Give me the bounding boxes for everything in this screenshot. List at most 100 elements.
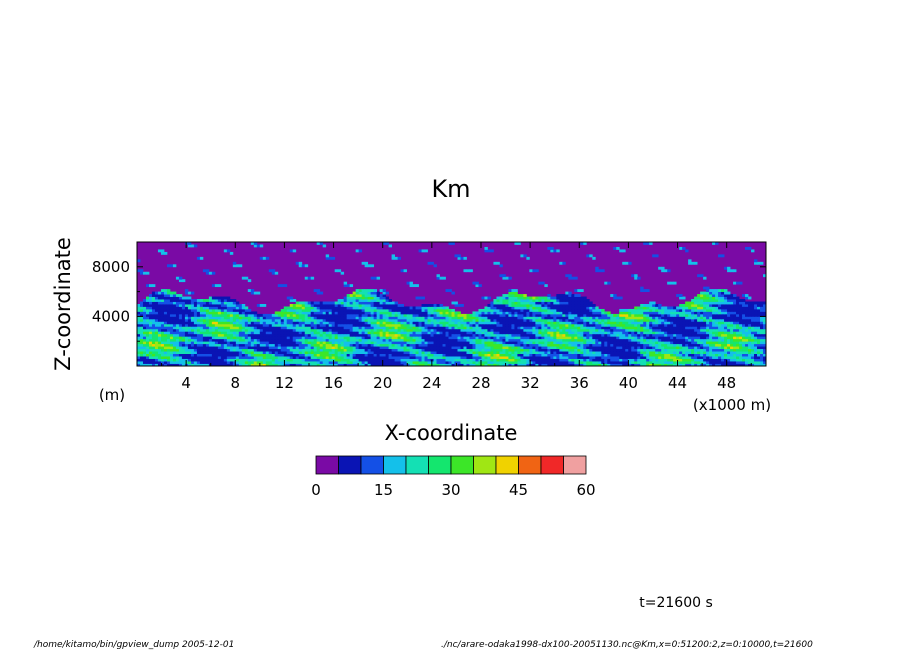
field-cell: [250, 351, 255, 354]
field-cell: [169, 358, 174, 362]
field-cell: [637, 336, 641, 340]
field-cell: [436, 341, 440, 345]
field-cell: [502, 316, 506, 320]
field-cell: [448, 356, 452, 359]
field-cell: [655, 343, 659, 347]
field-cell: [556, 341, 560, 345]
field-cell: [637, 326, 641, 330]
field-cell: [433, 341, 437, 345]
field-cell: [496, 343, 500, 347]
field-cell: [514, 311, 518, 315]
field-cell: [577, 321, 581, 325]
field-cell: [397, 328, 401, 332]
field-cell: [727, 363, 731, 367]
field-cell: [640, 351, 644, 354]
field-cell: [751, 353, 755, 357]
field-cell: [511, 346, 515, 350]
field-cell: [187, 353, 192, 357]
field-cell: [394, 361, 398, 364]
field-cell: [223, 343, 228, 347]
field-cell: [484, 311, 488, 315]
field-cell: [556, 313, 560, 317]
field-cell: [565, 321, 569, 325]
field-cell: [694, 341, 698, 345]
field-cell: [481, 338, 485, 342]
field-cell: [547, 323, 551, 327]
field-cell: [502, 308, 506, 312]
field-cell: [415, 321, 419, 325]
field-cell: [220, 306, 225, 310]
field-cell: [703, 351, 707, 354]
field-cell: [601, 363, 605, 367]
field-cell: [691, 338, 695, 342]
field-cell: [406, 358, 410, 362]
field-cell: [391, 333, 395, 337]
field-cell: [736, 348, 740, 352]
field-cell: [727, 361, 731, 364]
field-cell: [418, 328, 422, 332]
field-cell: [559, 328, 563, 332]
field-cell: [685, 321, 689, 325]
field-cell: [538, 343, 542, 347]
field-cell: [712, 336, 716, 340]
field-cell: [733, 333, 737, 337]
field-cell: [700, 353, 704, 357]
field-cell: [241, 351, 246, 354]
field-cell: [229, 336, 234, 340]
field-cell: [478, 363, 482, 367]
field-cell: [544, 331, 548, 335]
field-cell: [271, 361, 276, 364]
field-cell: [463, 356, 467, 359]
field-cell: [580, 348, 584, 352]
field-cell: [520, 331, 524, 335]
field-cell: [208, 328, 213, 332]
field-cell: [619, 308, 623, 312]
field-cell: [541, 358, 545, 362]
field-cell: [271, 326, 276, 330]
field-cell: [439, 343, 443, 347]
field-cell: [652, 316, 656, 320]
field-cell: [190, 353, 195, 357]
field-cell: [172, 353, 177, 357]
field-cell: [388, 308, 392, 312]
field-cell: [430, 356, 434, 359]
field-cell: [517, 323, 521, 327]
field-cell: [301, 323, 306, 327]
field-cell: [343, 348, 348, 352]
field-cell: [574, 338, 578, 342]
field-cell: [340, 358, 345, 362]
field-cell: [472, 318, 476, 322]
field-cell: [286, 333, 291, 337]
field-cell: [727, 351, 731, 354]
field-cell: [280, 323, 285, 327]
field-cell: [145, 306, 150, 310]
field-cell: [334, 321, 339, 325]
field-cell: [340, 341, 345, 345]
field-cell: [394, 341, 398, 345]
field-cell: [169, 356, 174, 359]
field-cell: [151, 321, 156, 325]
field-cell: [547, 358, 551, 362]
field-cell: [751, 338, 755, 342]
field-cell: [625, 363, 629, 367]
field-cell: [433, 316, 437, 320]
field-cell: [427, 356, 431, 359]
field-cell: [250, 328, 255, 332]
field-cell: [223, 346, 228, 350]
field-cell: [583, 316, 587, 320]
field-cell: [583, 336, 587, 340]
field-cell: [331, 333, 336, 337]
field-cell: [346, 323, 351, 327]
field-cell: [418, 331, 422, 335]
field-cell: [514, 341, 518, 345]
field-cell: [265, 336, 270, 340]
field-cell: [715, 358, 719, 362]
field-cell: [193, 316, 198, 320]
field-cell: [223, 311, 228, 315]
field-cell: [418, 318, 422, 322]
field-cell: [484, 338, 488, 342]
field-cell: [370, 363, 375, 367]
field-cell: [370, 318, 375, 322]
field-cell: [538, 323, 542, 327]
